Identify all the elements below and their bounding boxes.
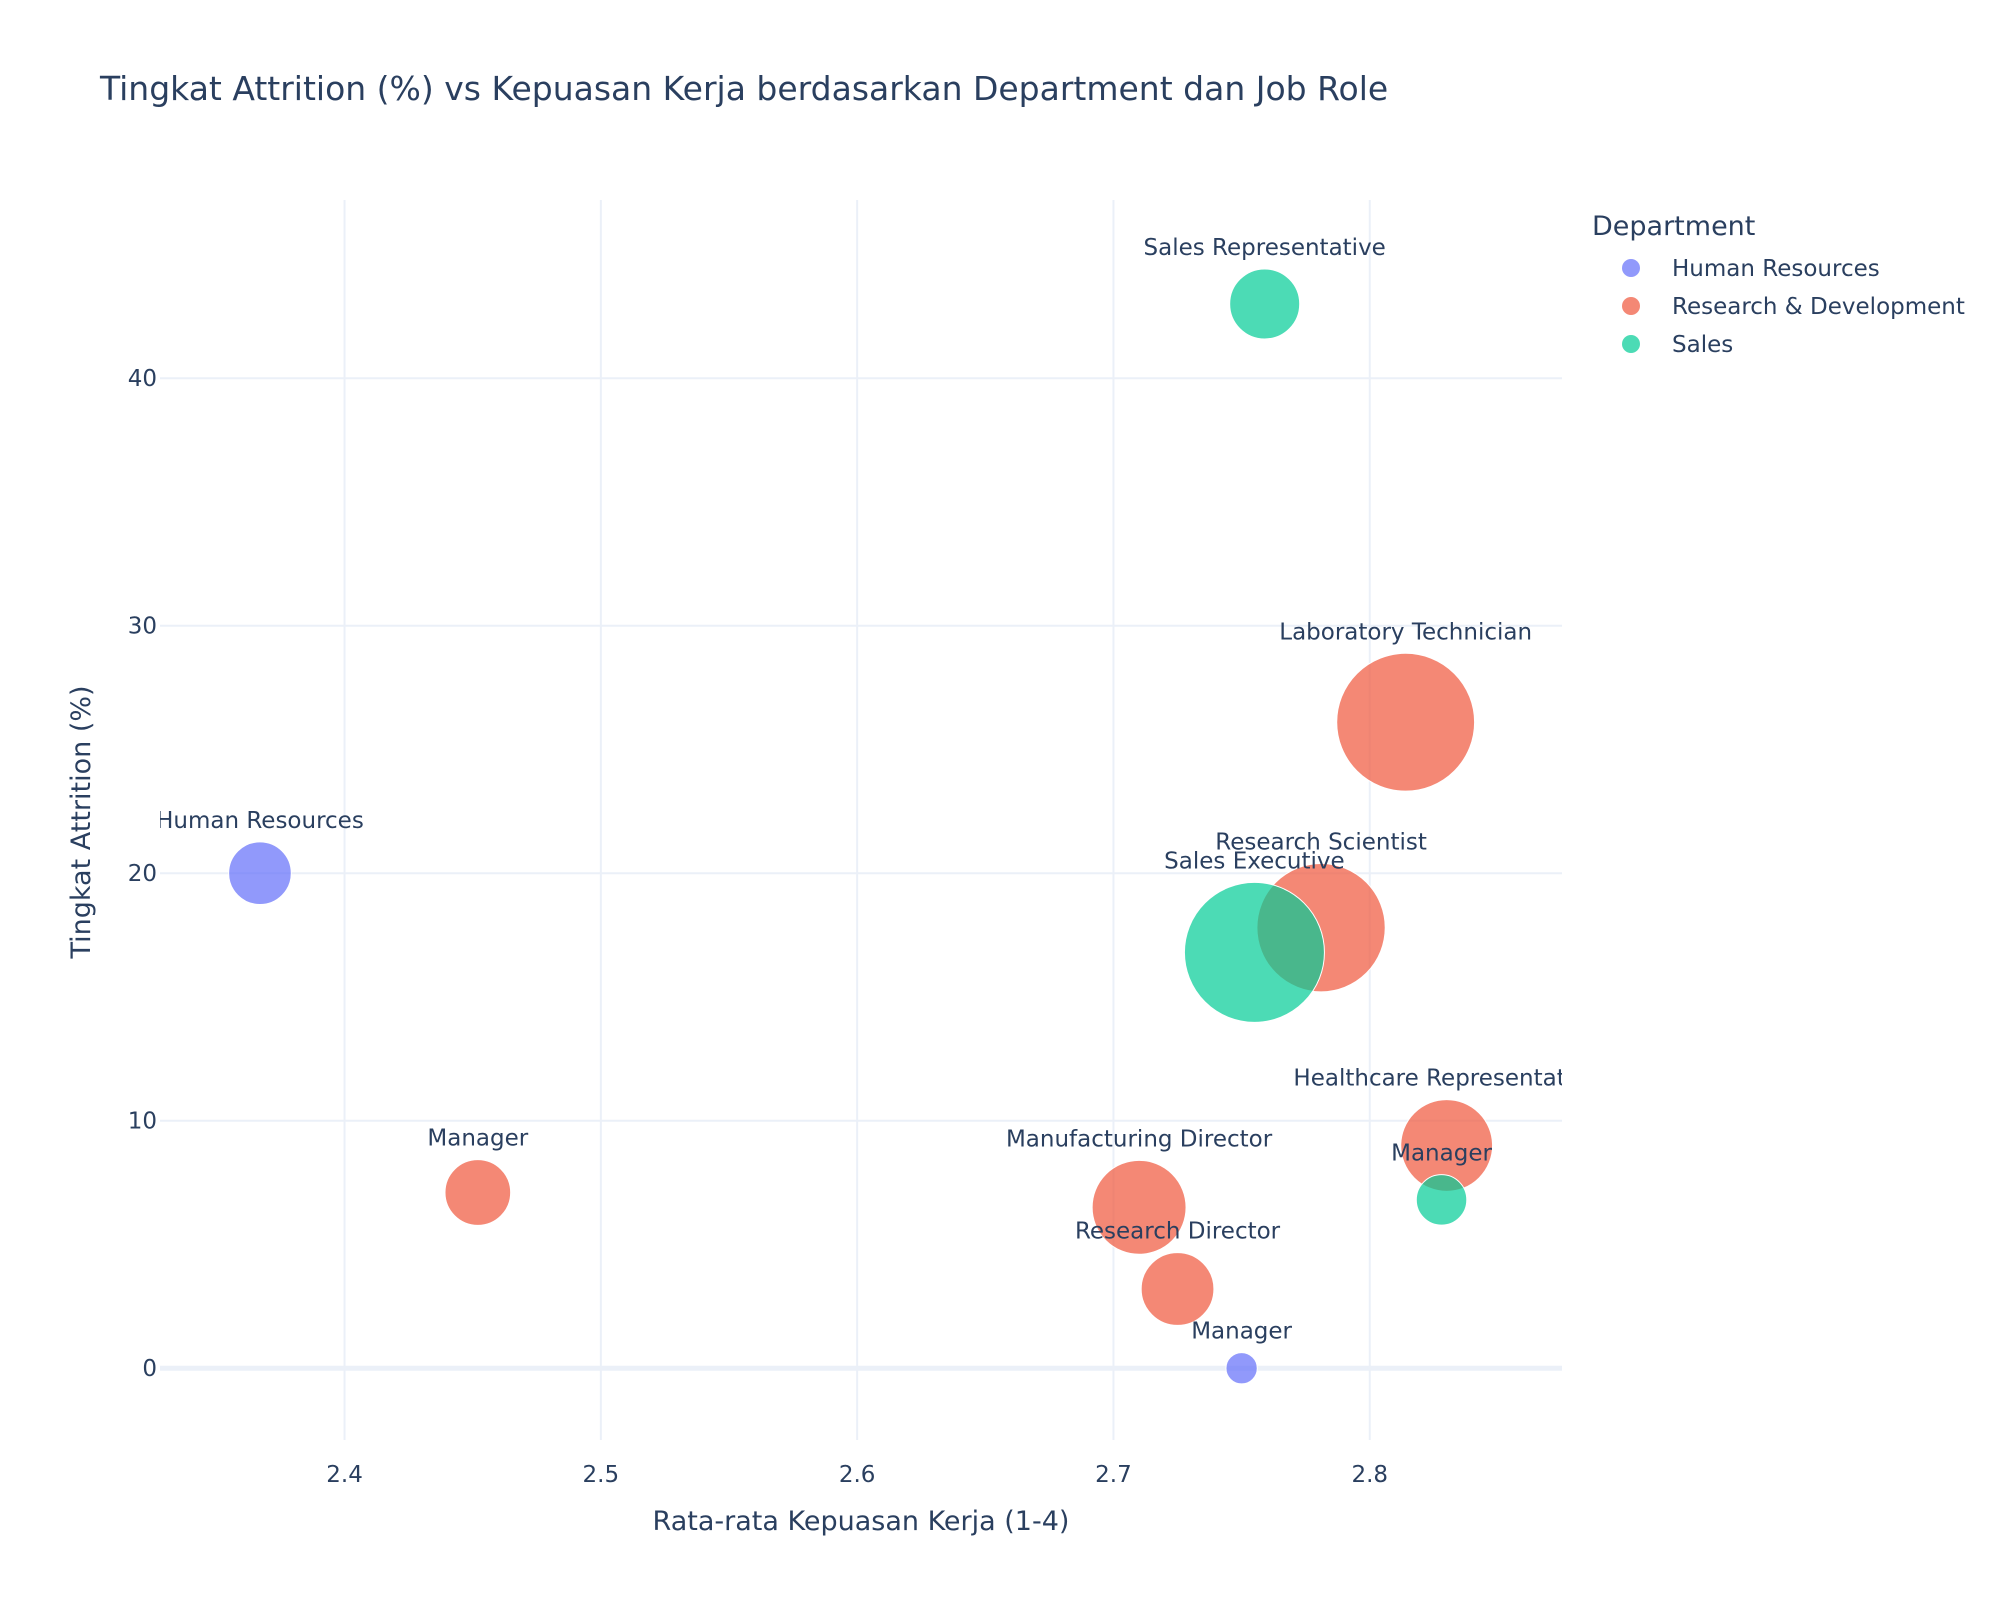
point-label-manager: Manager	[427, 1126, 528, 1152]
bubble-research-development-laboratory-technician	[1336, 652, 1476, 792]
y-tick-label: 10	[128, 1109, 157, 1135]
legend-marker-sales	[1622, 335, 1640, 353]
point-label-manager: Manager	[1191, 1319, 1292, 1345]
point-label-manager: Manager	[1391, 1141, 1492, 1167]
bubble-sales-sales-representative	[1229, 268, 1301, 340]
legend-item-sales[interactable]: Sales	[1672, 332, 1733, 358]
point-label-laboratory-technician: Laboratory Technician	[1279, 619, 1532, 645]
y-tick-label: 40	[128, 366, 157, 392]
point-label-human-resources: Human Resources	[156, 808, 364, 834]
legend: Department Human Resources Research & Dev…	[1592, 211, 1965, 358]
y-gridlines	[160, 377, 1562, 1371]
y-tick-labels: 0 10 20 30 40	[128, 366, 157, 1382]
point-label-manufacturing-director: Manufacturing Director	[1006, 1126, 1273, 1152]
x-tick-labels: 2.4 2.5 2.6 2.7 2.8	[326, 1462, 1388, 1488]
point-label-sales-representative: Sales Representative	[1144, 235, 1386, 261]
x-axis-title: Rata-rata Kepuasan Kerja (1-4)	[653, 1506, 1070, 1537]
point-label-research-scientist: Research Scientist	[1215, 830, 1427, 856]
point-labels: Human Resources Manager Manager Laboratory …	[156, 235, 1599, 1345]
y-axis-title: Tingkat Attrition (%)	[66, 685, 97, 959]
x-tick-label: 2.4	[326, 1462, 363, 1488]
y-tick-label: 30	[128, 614, 157, 640]
legend-item-human-resources[interactable]: Human Resources	[1672, 256, 1880, 282]
legend-marker-human-resources	[1622, 259, 1640, 277]
bubble-human-resources-human-resources	[228, 841, 292, 906]
data-points	[228, 268, 1494, 1385]
point-label-healthcare-representative: Healthcare Representative	[1293, 1066, 1599, 1092]
point-label-sales-executive: Sales Executive	[1164, 848, 1345, 874]
legend-marker-research-development	[1622, 297, 1640, 315]
x-tick-label: 2.7	[1095, 1462, 1132, 1488]
chart-title: Tingkat Attrition (%) vs Kepuasan Kerja …	[99, 69, 1388, 108]
legend-item-research-development[interactable]: Research & Development	[1672, 294, 1965, 320]
bubble-research-development-manufacturing-director	[1091, 1159, 1187, 1255]
bubble-sales-sales-executive	[1183, 881, 1325, 1023]
legend-title: Department	[1592, 211, 1755, 242]
bubble-human-resources-manager	[1225, 1352, 1258, 1385]
bubble-sales-manager	[1415, 1174, 1468, 1226]
y-tick-label: 0	[142, 1356, 157, 1382]
point-label-research-director: Research Director	[1075, 1219, 1281, 1245]
y-tick-label: 20	[128, 861, 157, 887]
bubble-research-development-manager	[444, 1159, 512, 1226]
bubble-research-development-research-director	[1140, 1252, 1215, 1326]
x-tick-label: 2.8	[1351, 1462, 1388, 1488]
x-tick-label: 2.5	[583, 1462, 620, 1488]
x-tick-label: 2.6	[839, 1462, 876, 1488]
x-gridlines	[343, 200, 1371, 1440]
